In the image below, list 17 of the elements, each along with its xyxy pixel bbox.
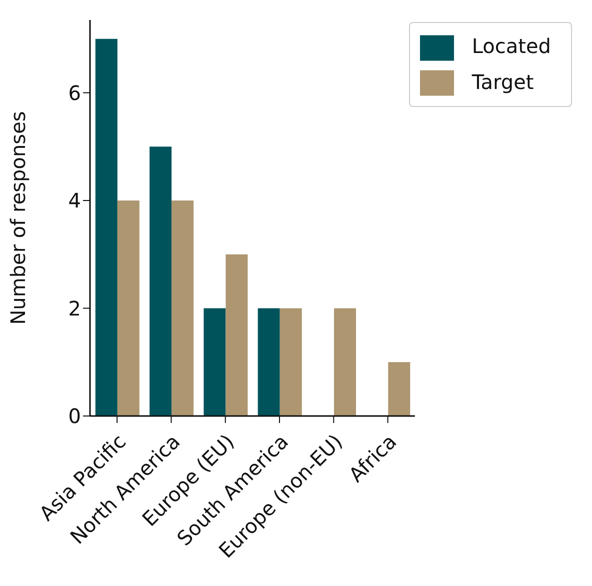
bar [204, 308, 226, 416]
bar [95, 38, 118, 416]
bar [388, 362, 410, 416]
legend-label: Located [472, 34, 551, 58]
y-tick-label: 2 [68, 296, 81, 320]
bar [117, 200, 140, 416]
y-tick-label: 6 [68, 80, 81, 105]
bar [280, 308, 302, 416]
bar [226, 254, 248, 416]
bar [172, 200, 194, 416]
y-tick-label: 4 [68, 188, 81, 213]
bar [258, 308, 280, 416]
bar [150, 146, 172, 416]
y-axis-title: Number of responses [6, 111, 30, 325]
bar [334, 308, 356, 416]
y-tick-label: 0 [68, 404, 81, 428]
legend-label: Target [472, 70, 534, 94]
